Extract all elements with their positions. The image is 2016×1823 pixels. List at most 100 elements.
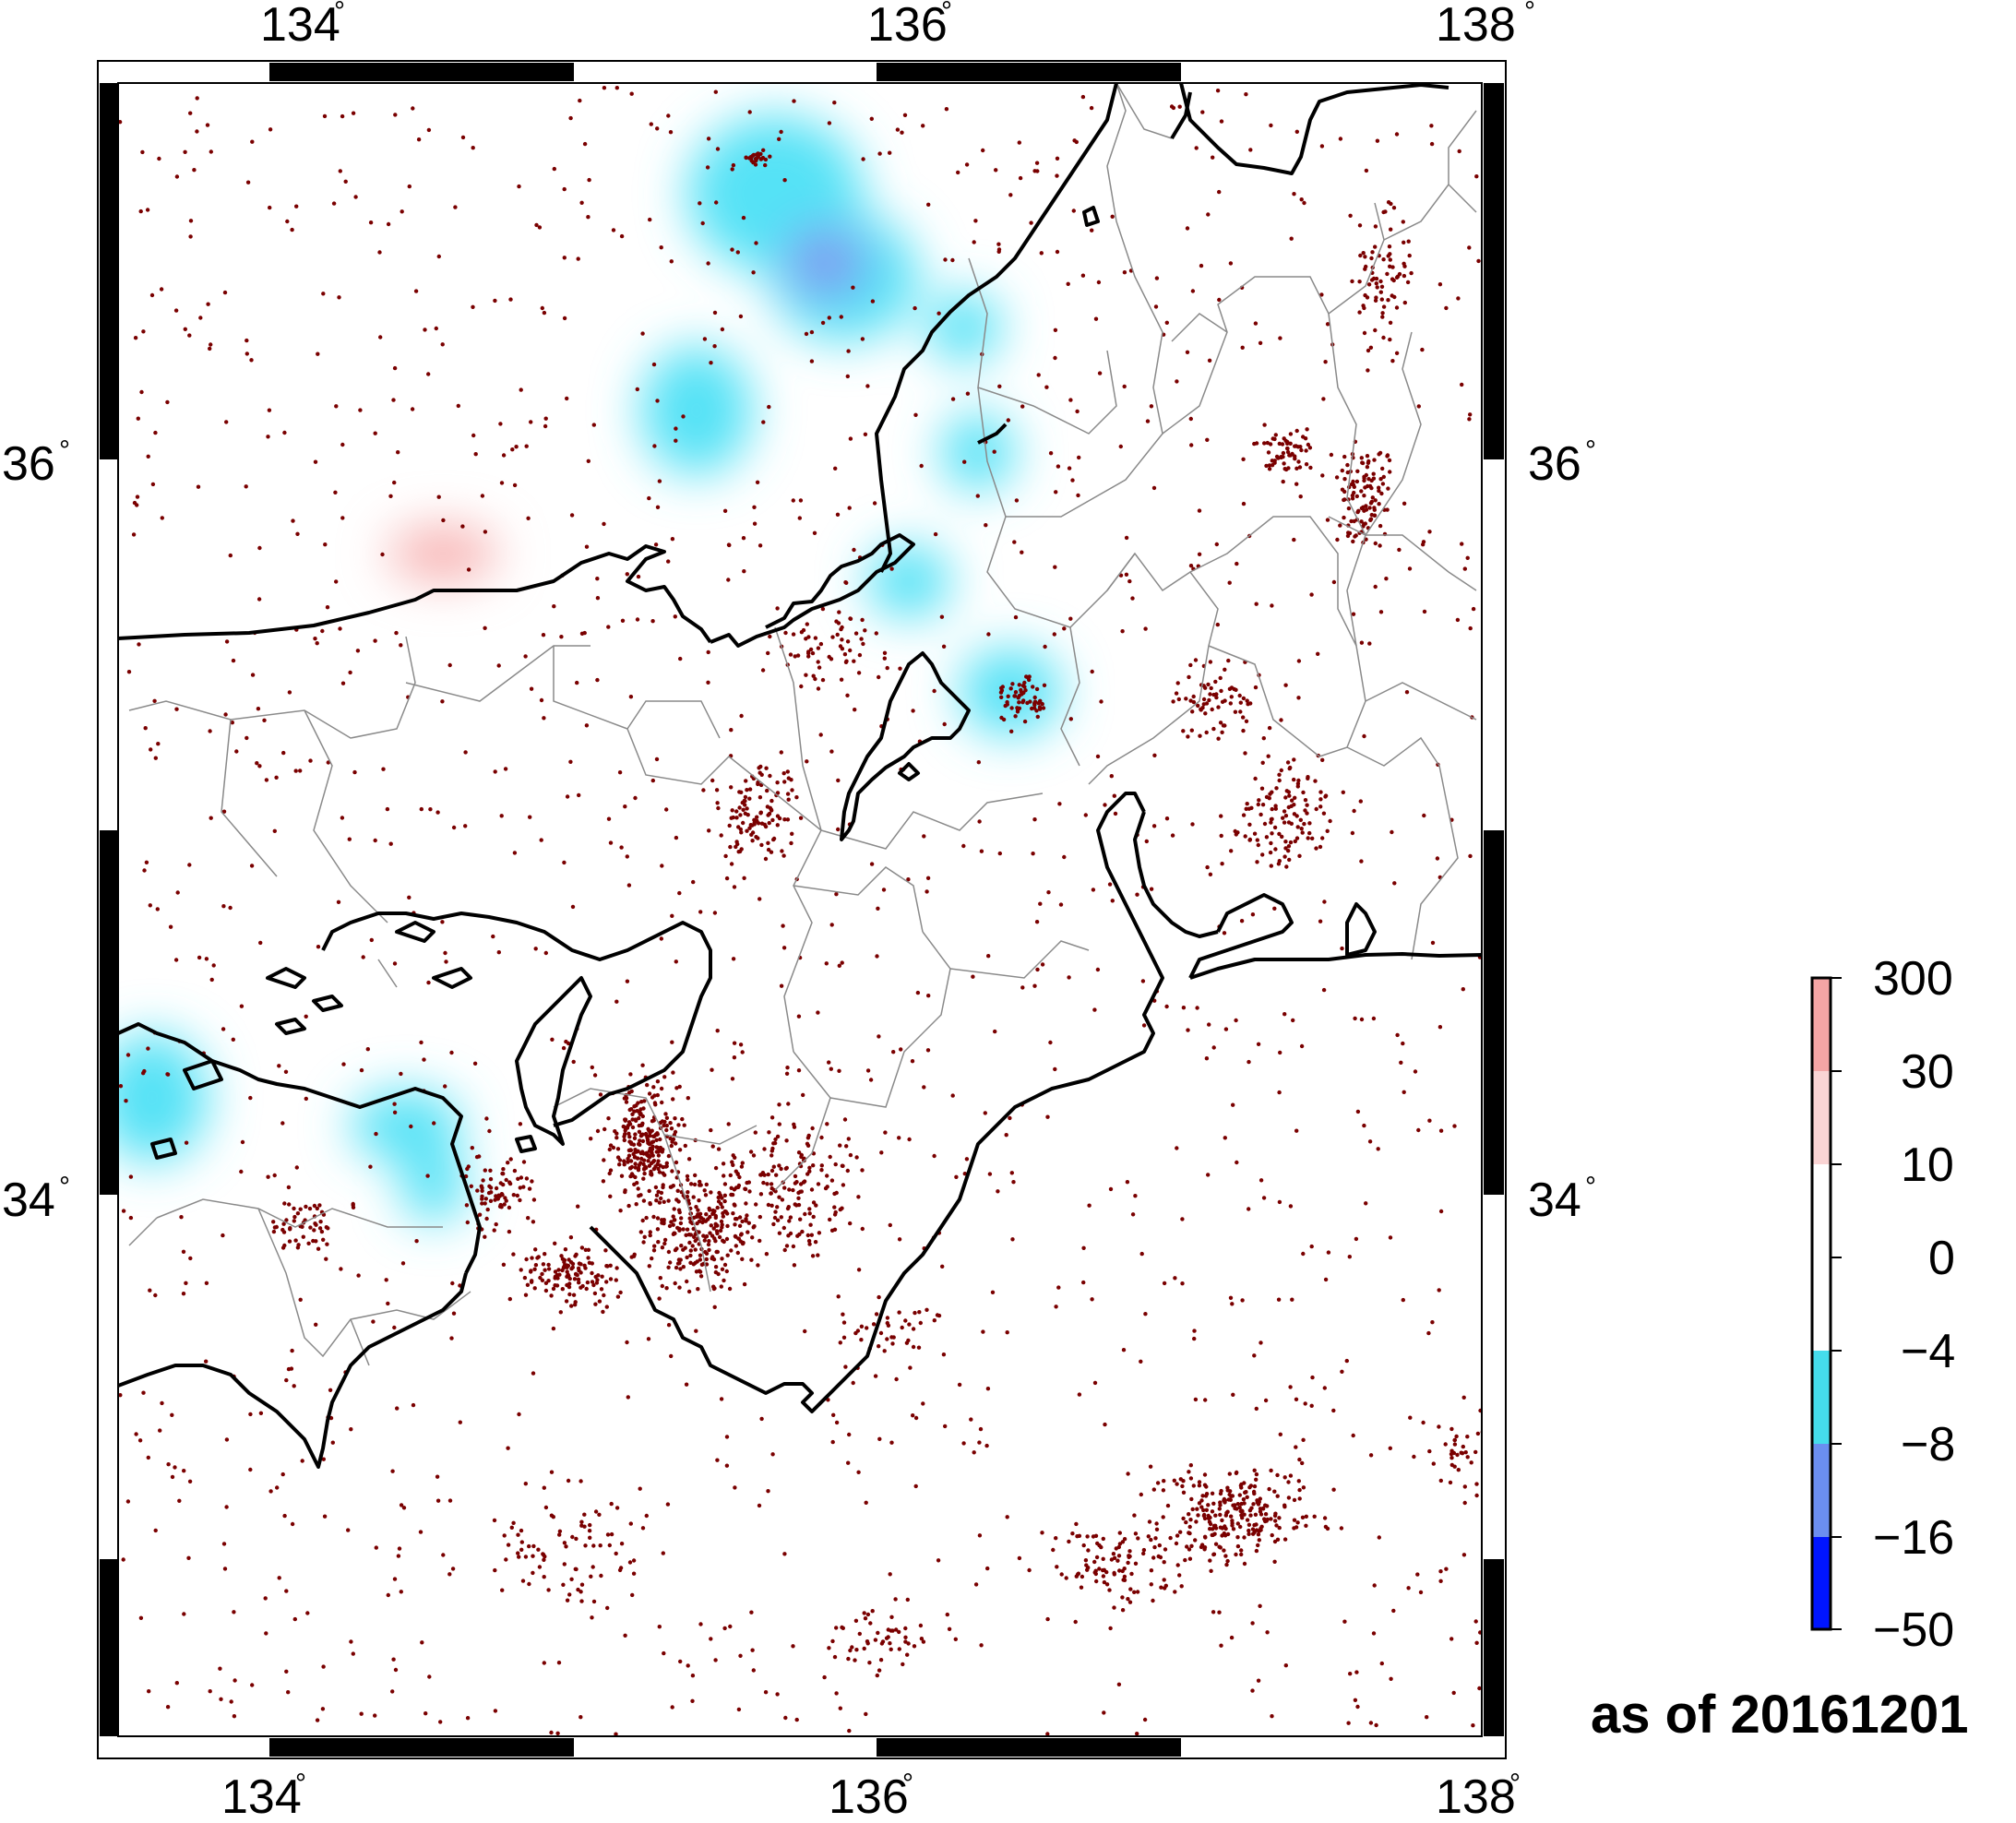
earthquake-dot: [779, 1215, 783, 1220]
earthquake-dot: [629, 1089, 634, 1094]
earthquake-dot: [1233, 1503, 1237, 1507]
earthquake-dot: [985, 1387, 991, 1391]
earthquake-dot: [608, 1168, 614, 1173]
earthquake-dot: [649, 1172, 654, 1176]
earthquake-dot: [936, 311, 941, 316]
earthquake-dot: [196, 484, 201, 489]
earthquake-dot: [334, 579, 339, 584]
earthquake-dot: [315, 1206, 319, 1211]
earthquake-dot: [1368, 1721, 1374, 1725]
earthquake-dot: [775, 791, 781, 795]
earthquake-dot: [1264, 835, 1270, 840]
earthquake-dot: [351, 1205, 356, 1210]
earthquake-dot: [735, 250, 740, 255]
earthquake-dot: [647, 495, 651, 501]
earthquake-dot: [1031, 685, 1035, 689]
earthquake-dot: [1192, 1336, 1197, 1341]
earthquake-dot: [614, 1506, 620, 1510]
earthquake-dot: [743, 803, 747, 807]
earthquake-dot: [1122, 270, 1127, 275]
earthquake-dot: [1151, 824, 1157, 828]
earthquake-dot: [466, 567, 471, 572]
earthquake-dot: [683, 1143, 687, 1149]
earthquake-dot: [295, 531, 300, 536]
earthquake-dot: [729, 728, 734, 733]
earthquake-dot: [1364, 472, 1369, 478]
earthquake-dot: [685, 1174, 690, 1179]
earthquake-dot: [373, 638, 377, 643]
earthquake-dot: [838, 1340, 842, 1345]
earthquake-dot: [680, 1116, 685, 1122]
earthquake-dot: [1369, 278, 1375, 282]
earthquake-dot: [1325, 1526, 1330, 1531]
earthquake-dot: [757, 1503, 762, 1508]
earthquake-dot: [1345, 462, 1350, 468]
earthquake-dot: [1056, 464, 1061, 469]
earthquake-dot: [674, 1160, 679, 1165]
earthquake-dot: [1331, 1408, 1336, 1413]
earthquake-dot: [562, 1257, 567, 1263]
earthquake-dot: [1010, 682, 1015, 686]
earthquake-dot: [473, 452, 478, 457]
earthquake-dot: [1269, 1468, 1273, 1473]
earthquake-dot: [418, 1530, 423, 1534]
earthquake-dot: [784, 1165, 789, 1171]
earthquake-dot: [990, 1290, 996, 1295]
earthquake-dot: [348, 670, 352, 675]
earthquake-dot: [677, 1228, 682, 1233]
earthquake-dot: [568, 115, 573, 121]
earthquake-dot: [1197, 1483, 1202, 1488]
earthquake-dot: [1219, 1643, 1223, 1648]
earthquake-dot: [232, 1610, 236, 1614]
earthquake-dot: [950, 257, 955, 263]
earthquake-dot: [1394, 275, 1400, 280]
earthquake-dot: [1381, 257, 1386, 262]
earthquake-dot: [569, 1304, 574, 1308]
earthquake-dot: [785, 1206, 791, 1211]
earthquake-dot: [1202, 1472, 1208, 1477]
earthquake-dot: [1180, 1483, 1185, 1489]
earthquake-dot: [1282, 461, 1286, 466]
earthquake-dot: [1427, 1448, 1432, 1454]
earthquake-dot: [1074, 1521, 1079, 1527]
earthquake-dot: [304, 1204, 308, 1209]
earthquake-dot: [562, 316, 567, 321]
earthquake-dot: [734, 816, 739, 820]
earthquake-dot: [1359, 640, 1365, 645]
earthquake-dot: [713, 1239, 718, 1244]
earthquake-dot: [805, 1233, 810, 1238]
earthquake-dot: [1277, 1525, 1282, 1531]
earthquake-dot: [546, 1588, 551, 1592]
earthquake-dot: [736, 1707, 742, 1712]
earthquake-dot: [483, 1234, 487, 1239]
earthquake-dot: [1355, 469, 1360, 473]
earthquake-dot: [1288, 1385, 1293, 1389]
earthquake-dot: [873, 1638, 878, 1642]
earthquake-dot: [1109, 1557, 1115, 1562]
earthquake-dot: [1452, 1124, 1457, 1128]
earthquake-dot: [1312, 1514, 1317, 1519]
earthquake-dot: [546, 1279, 551, 1283]
earthquake-dot: [483, 626, 487, 630]
earthquake-dot: [738, 314, 744, 319]
earthquake-dot: [1080, 1574, 1085, 1579]
earthquake-dot: [506, 1161, 510, 1165]
earthquake-dot: [1012, 694, 1017, 698]
earthquake-dot: [1275, 1472, 1280, 1478]
earthquake-dot: [901, 1662, 905, 1667]
earthquake-dot: [1014, 498, 1020, 503]
earthquake-dot: [549, 1470, 555, 1474]
earthquake-dot: [1402, 501, 1407, 506]
earthquake-dot: [396, 1554, 401, 1558]
earthquake-dot: [1369, 256, 1374, 261]
earthquake-dot: [325, 1242, 329, 1246]
earthquake-dot: [704, 1182, 709, 1187]
earthquake-dot: [794, 795, 799, 800]
earthquake-dot: [650, 1153, 655, 1158]
earthquake-dot: [1253, 321, 1259, 326]
earthquake-dot: [1199, 1505, 1204, 1509]
earthquake-dot: [1021, 698, 1026, 703]
earthquake-dot: [1438, 1128, 1444, 1133]
earthquake-dot: [506, 1446, 510, 1450]
earthquake-dot: [551, 1286, 556, 1292]
